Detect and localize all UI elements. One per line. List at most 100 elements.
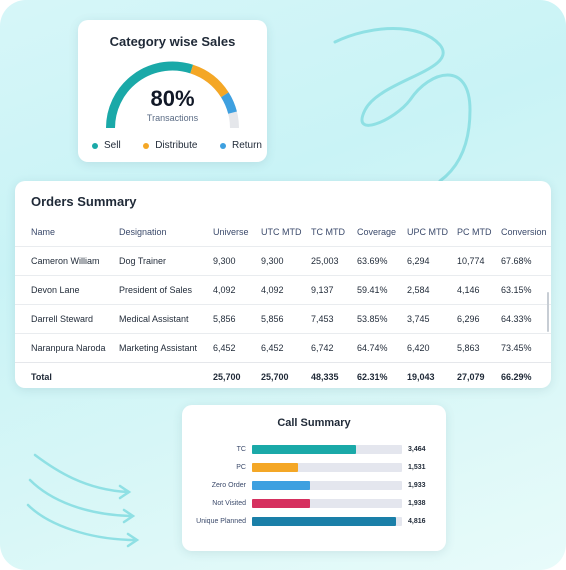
call-label-not-visited: Not Visited (212, 500, 246, 507)
orders-table: Name Designation Universe UTC MTD TC MTD… (15, 216, 551, 392)
call-label-zero-order: Zero Order (211, 482, 246, 489)
table-row[interactable]: Darrell Steward Medical Assistant 5,856 … (15, 303, 551, 333)
total-label: Total (15, 361, 119, 392)
gauge-segment-sell (106, 61, 194, 129)
call-summary-title: Call Summary (277, 417, 351, 429)
orders-summary-title: Orders Summary (31, 194, 137, 209)
gauge-percent: 80% (150, 86, 195, 111)
total-universe: 25,700 (213, 361, 261, 392)
call-row-unique-planned: Unique Planned 4,816 (182, 517, 446, 529)
legend-dot-return (219, 142, 226, 149)
cell-upc-mtd: 3,745 (407, 303, 457, 333)
total-conversion: 66.29% (501, 361, 551, 392)
col-header-utc-mtd[interactable]: UTC MTD (261, 226, 302, 237)
legend-dot-distribute (143, 142, 150, 149)
cell-coverage: 64.74% (357, 332, 407, 362)
cell-conversion: 63.15% (501, 274, 551, 304)
call-row-tc: TC 3,464 (182, 445, 446, 457)
cell-designation: President of Sales (119, 274, 213, 304)
col-header-upc-mtd[interactable]: UPC MTD (407, 226, 448, 237)
category-sales-title: Category wise Sales (109, 34, 236, 49)
call-value-not-visited: 1,938 (408, 500, 426, 507)
cell-universe: 9,300 (213, 245, 261, 275)
cell-coverage: 63.69% (357, 245, 407, 275)
cell-universe: 4,092 (213, 274, 261, 304)
cell-utc-mtd: 6,452 (261, 332, 311, 362)
cell-universe: 6,452 (213, 332, 261, 362)
call-value-unique-planned: 4,816 (408, 518, 426, 525)
cell-upc-mtd: 6,420 (407, 332, 457, 362)
call-value-tc: 3,464 (408, 446, 426, 453)
table-row[interactable]: Cameron William Dog Trainer 9,300 9,300 … (15, 245, 551, 275)
cell-pc-mtd: 10,774 (457, 245, 501, 275)
call-bar-unique-planned (252, 517, 397, 526)
category-sales-card: Category wise Sales 80% Transactions Sel… (78, 20, 267, 162)
cell-tc-mtd: 9,137 (311, 274, 357, 304)
call-label-pc: PC (236, 464, 246, 471)
cell-conversion: 67.68% (501, 245, 551, 275)
cell-name: Naranpura Naroda (15, 332, 119, 362)
cell-designation: Medical Assistant (119, 303, 213, 333)
cell-tc-mtd: 25,003 (311, 245, 357, 275)
legend-label-return: Return (231, 140, 262, 151)
col-header-coverage[interactable]: Coverage (357, 226, 397, 237)
cell-conversion: 64.33% (501, 303, 551, 333)
col-header-universe[interactable]: Universe (213, 226, 249, 237)
col-header-pc-mtd[interactable]: PC MTD (457, 226, 492, 237)
cell-pc-mtd: 6,296 (457, 303, 501, 333)
cell-coverage: 53.85% (357, 303, 407, 333)
gauge-segment-distribute (190, 64, 229, 98)
legend-label-sell: Sell (104, 140, 121, 151)
call-bar-pc (252, 463, 298, 472)
call-track-tc (252, 445, 402, 454)
call-row-zero-order: Zero Order 1,933 (182, 481, 446, 493)
cell-tc-mtd: 7,453 (311, 303, 357, 333)
total-coverage: 62.31% (357, 361, 407, 392)
cell-designation: Marketing Assistant (119, 332, 213, 362)
cell-utc-mtd: 5,856 (261, 303, 311, 333)
call-value-pc: 1,531 (408, 464, 426, 471)
call-label-unique-planned: Unique Planned (196, 518, 246, 525)
legend-item-distribute: Distribute (143, 140, 197, 151)
cell-upc-mtd: 6,294 (407, 245, 457, 275)
call-summary-card: Call Summary TC 3,464 PC 1,531 Zero Order 1,9… (182, 405, 446, 551)
table-scrollbar[interactable] (547, 292, 549, 332)
table-total-row: Total 25,700 25,700 48,335 62.31% 19,043… (15, 361, 551, 392)
cell-pc-mtd: 5,863 (457, 332, 501, 362)
col-header-designation[interactable]: Designation (119, 226, 167, 237)
cell-designation: Dog Trainer (119, 245, 213, 275)
cell-utc-mtd: 9,300 (261, 245, 311, 275)
call-track-zero-order (252, 481, 402, 490)
col-header-name[interactable]: Name (31, 226, 56, 237)
call-row-not-visited: Not Visited 1,938 (182, 499, 446, 511)
total-tc-mtd: 48,335 (311, 361, 357, 392)
gauge-segment-return (220, 92, 237, 114)
cell-utc-mtd: 4,092 (261, 274, 311, 304)
call-row-pc: PC 1,531 (182, 463, 446, 475)
cell-pc-mtd: 4,146 (457, 274, 501, 304)
table-row[interactable]: Naranpura Naroda Marketing Assistant 6,4… (15, 332, 551, 362)
call-bar-tc (252, 445, 356, 454)
cell-universe: 5,856 (213, 303, 261, 333)
call-value-zero-order: 1,933 (408, 482, 426, 489)
col-header-tc-mtd[interactable]: TC MTD (311, 226, 345, 237)
cell-tc-mtd: 6,742 (311, 332, 357, 362)
call-track-not-visited (252, 499, 402, 508)
call-label-tc: TC (236, 446, 246, 453)
call-bar-not-visited (252, 499, 311, 508)
orders-summary-card: Orders Summary Name Designation Universe… (15, 181, 551, 392)
col-header-conversion[interactable]: Conversion (501, 226, 547, 237)
category-legend: Sell Distribute Return (92, 140, 262, 151)
call-bar-zero-order (252, 481, 310, 490)
table-row[interactable]: Devon Lane President of Sales 4,092 4,09… (15, 274, 551, 304)
total-upc-mtd: 19,043 (407, 361, 457, 392)
legend-label-distribute: Distribute (155, 140, 198, 151)
legend-item-return: Return (219, 140, 262, 151)
total-designation (119, 361, 213, 392)
gauge-subtitle: Transactions (146, 113, 199, 123)
total-utc-mtd: 25,700 (261, 361, 311, 392)
call-track-unique-planned (252, 517, 402, 526)
cell-upc-mtd: 2,584 (407, 274, 457, 304)
